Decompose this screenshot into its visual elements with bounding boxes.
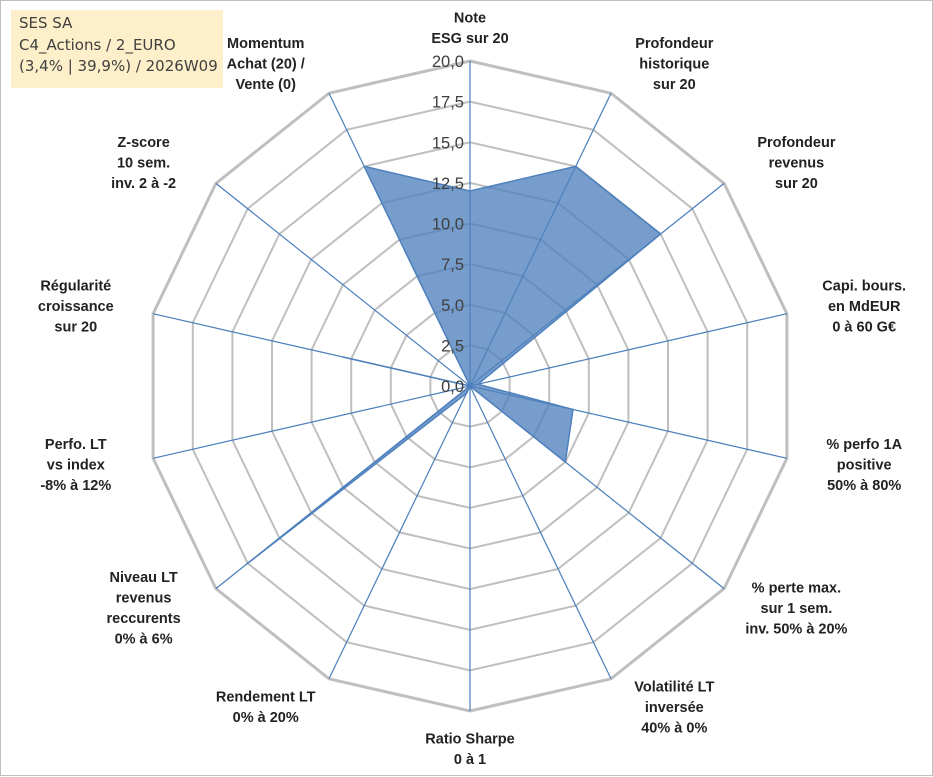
- info-title: SES SA: [19, 14, 73, 32]
- info-category: C4_Actions / 2_EURO: [19, 35, 176, 54]
- axis-label: Capi. bours.: [822, 278, 906, 294]
- axis-label: inv. 50% à 20%: [745, 621, 847, 637]
- axis-label: revenus: [769, 156, 825, 172]
- tick-label: 17,5: [432, 94, 464, 112]
- axis-spoke: [328, 385, 471, 680]
- axis-spoke: [215, 182, 471, 387]
- axis-label: historique: [639, 57, 709, 73]
- axis-label: 0% à 20%: [233, 710, 299, 726]
- axis-label: reccurents: [107, 611, 181, 627]
- tick-label: 7,5: [441, 256, 464, 274]
- tick-label: 5,0: [441, 297, 464, 315]
- axis-label: sur 1 sem.: [761, 601, 833, 617]
- tick-label: 10,0: [432, 216, 464, 234]
- axis-label: Note: [454, 11, 486, 27]
- category-labels-group: Note ESG sur 20 Profondeur historique sur 20…: [38, 11, 906, 769]
- series-point: [342, 356, 345, 358]
- axis-label: Momentum: [227, 36, 304, 52]
- series-point: [469, 190, 471, 192]
- series-point: [465, 392, 468, 395]
- axis-label: % perfo 1A: [826, 437, 902, 453]
- tick-label: 12,5: [432, 175, 464, 193]
- axis-label: en MdEUR: [828, 299, 901, 315]
- axis-label: Vente (0): [235, 77, 296, 93]
- axis-label: Achat (20) /: [227, 57, 305, 73]
- series-point: [564, 461, 567, 463]
- axis-label: 50% à 80%: [827, 478, 901, 494]
- info-box: SES SA C4_Actions / 2_EURO (3,4% | 39,9%…: [11, 10, 223, 88]
- axis-label: Profondeur: [757, 135, 835, 151]
- series-point: [469, 385, 471, 387]
- series-point: [659, 233, 662, 235]
- axis-label: Volatilité LT: [634, 679, 714, 695]
- axis-spoke: [152, 385, 471, 459]
- tick-label: 15,0: [432, 134, 464, 152]
- info-stats: (3,4% | 39,9%) / 2026W09: [19, 57, 218, 75]
- axis-label: ESG sur 20: [431, 31, 508, 47]
- axis-label: % perte max.: [752, 580, 841, 596]
- axis-label: croissance: [38, 299, 114, 315]
- axis-label: sur 20: [775, 176, 818, 192]
- tick-label: 20,0: [432, 53, 464, 71]
- axis-label: Perfo. LT: [45, 437, 107, 453]
- series-point: [572, 408, 574, 411]
- axis-label: inversée: [645, 700, 704, 716]
- series-area: [246, 165, 662, 565]
- axis-label: 10 sem.: [117, 156, 170, 172]
- axis-label: 0% à 6%: [115, 632, 173, 648]
- tick-label: 2,5: [441, 337, 464, 355]
- axis-label: 0 à 60 G€: [832, 319, 896, 335]
- axis-label: -8% à 12%: [40, 478, 111, 494]
- axis-label: Profondeur: [635, 36, 713, 52]
- axis-label: Z-score: [117, 135, 169, 151]
- tick-labels-group: 0,0 2,5 5,0 7,5 10,0 12,5 15,0 17,5 20,0: [432, 53, 464, 396]
- axis-label: sur 20: [653, 77, 696, 93]
- axis-label: Régularité: [40, 278, 111, 294]
- series-point: [246, 562, 249, 565]
- axis-label: Ratio Sharpe: [425, 732, 514, 748]
- axis-label: 0 à 1: [454, 752, 486, 768]
- series-point: [363, 165, 366, 168]
- series-group: [246, 165, 662, 565]
- axis-spoke: [469, 385, 612, 680]
- axis-label: positive: [837, 458, 892, 474]
- tick-label: 0,0: [441, 378, 464, 396]
- axis-label: 40% à 0%: [641, 720, 707, 736]
- axis-spoke: [469, 313, 788, 387]
- axis-label: inv. 2 à -2: [111, 176, 176, 192]
- axis-label: Rendement LT: [216, 690, 316, 706]
- axis-label: revenus: [116, 591, 172, 607]
- axis-label: sur 20: [54, 319, 97, 335]
- axis-label: Niveau LT: [109, 570, 177, 586]
- series-point: [477, 383, 479, 386]
- axis-label: vs index: [47, 458, 105, 474]
- series-point: [575, 165, 577, 168]
